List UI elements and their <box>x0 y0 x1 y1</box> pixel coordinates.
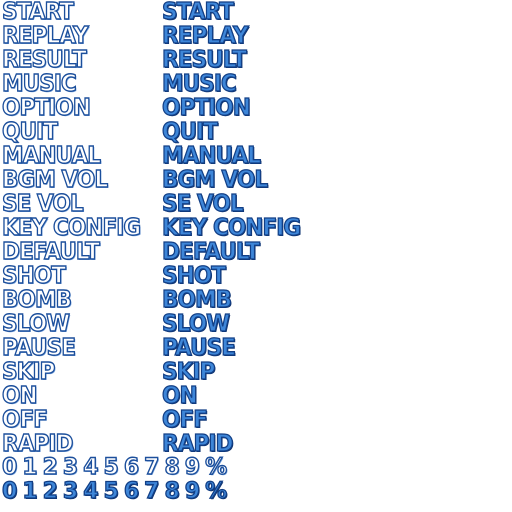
label-start-filled: START <box>161 0 234 25</box>
label-pause-outline: PAUSE <box>1 335 76 361</box>
filled-label-column: START REPLAY RESULT MUSIC OPTION QUIT MA… <box>161 0 309 457</box>
label-default-outline: DEFAULT <box>1 239 100 265</box>
label-on-filled: ON <box>161 383 198 409</box>
label-bomb-outline: BOMB <box>1 287 72 313</box>
label-bomb-filled: BOMB <box>161 287 232 313</box>
label-music-filled: MUSIC <box>161 71 237 97</box>
label-pause-filled: PAUSE <box>161 335 236 361</box>
label-default-filled: DEFAULT <box>161 239 260 265</box>
label-start-outline: START <box>1 0 74 25</box>
label-quit-filled: QUIT <box>161 119 218 145</box>
label-replay-outline: REPLAY <box>1 23 89 49</box>
label-rapid-filled: RAPID <box>161 431 234 457</box>
label-rapid-outline: RAPID <box>1 431 74 457</box>
label-skip-outline: SKIP <box>1 359 56 385</box>
label-se-vol-filled: SE VOL <box>161 191 244 217</box>
label-option-outline: OPTION <box>1 95 91 121</box>
label-slow-filled: SLOW <box>161 311 230 337</box>
label-bgm-vol-filled: BGM VOL <box>161 167 268 193</box>
digits-row-outline: 0123456789% <box>1 455 233 480</box>
label-result-outline: RESULT <box>1 47 87 73</box>
label-result-filled: RESULT <box>161 47 247 73</box>
label-key-config-filled: KEY CONFIG <box>161 215 301 241</box>
label-slow-outline: SLOW <box>1 311 70 337</box>
label-se-vol-outline: SE VOL <box>1 191 84 217</box>
digits-row-filled: 0123456789% <box>1 479 233 504</box>
label-shot-outline: SHOT <box>1 263 66 289</box>
label-manual-filled: MANUAL <box>161 143 261 169</box>
label-off-filled: OFF <box>161 407 208 433</box>
label-key-config-outline: KEY CONFIG <box>1 215 141 241</box>
label-option-filled: OPTION <box>161 95 251 121</box>
label-on-outline: ON <box>1 383 38 409</box>
label-skip-filled: SKIP <box>161 359 216 385</box>
label-off-outline: OFF <box>1 407 48 433</box>
label-bgm-vol-outline: BGM VOL <box>1 167 108 193</box>
label-manual-outline: MANUAL <box>1 143 101 169</box>
outline-label-column: START REPLAY RESULT MUSIC OPTION QUIT MA… <box>1 0 149 457</box>
label-quit-outline: QUIT <box>1 119 58 145</box>
label-replay-filled: REPLAY <box>161 23 249 49</box>
label-music-outline: MUSIC <box>1 71 77 97</box>
label-shot-filled: SHOT <box>161 263 226 289</box>
